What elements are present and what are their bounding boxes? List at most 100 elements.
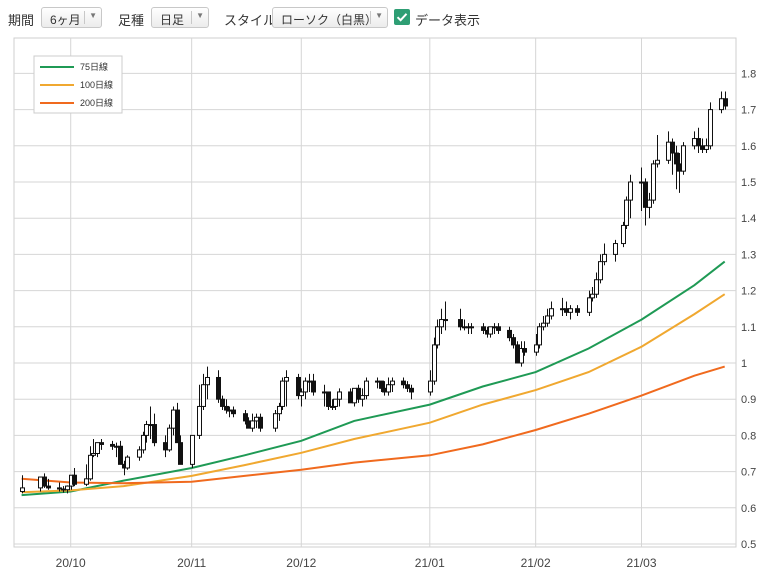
x-tick-label: 20/11	[177, 556, 206, 570]
candlestick	[401, 377, 406, 389]
candlestick	[110, 440, 115, 450]
candlestick	[409, 384, 414, 400]
candlestick	[220, 395, 225, 411]
candle-body-up	[655, 159, 660, 165]
candle-body-up	[284, 376, 289, 382]
candle-body-up	[613, 243, 618, 255]
candlestick	[541, 315, 546, 331]
candle-body-down	[379, 380, 384, 389]
candlestick	[723, 91, 728, 110]
candlestick	[277, 402, 282, 421]
candlestick	[337, 388, 342, 407]
candle-body-up	[352, 387, 357, 404]
candlestick	[364, 377, 369, 400]
candlestick	[118, 440, 123, 465]
candlestick	[57, 482, 62, 492]
candle-body-up	[84, 478, 89, 485]
candlestick	[299, 388, 304, 407]
candle-body-up	[488, 326, 493, 335]
candlestick	[125, 455, 130, 470]
candle-body-down	[61, 488, 66, 491]
candle-body-up	[277, 405, 282, 415]
candlestick	[681, 142, 686, 175]
candle-body-up	[666, 141, 671, 161]
candle-body-down	[118, 445, 123, 465]
period-select[interactable]: 6ヶ月 ▼	[41, 7, 102, 28]
candlestick	[537, 323, 542, 349]
candle-body-up	[88, 454, 93, 480]
y-tick-label: 0.5	[741, 539, 756, 551]
candle-body-up	[280, 380, 285, 407]
candle-body-up	[587, 297, 592, 313]
candle-body-down	[296, 376, 301, 397]
candle-body-down	[496, 326, 501, 331]
candle-body-up	[647, 199, 652, 208]
style-select[interactable]: ローソク（白黒） ▼	[272, 7, 388, 28]
candlestick	[20, 475, 25, 494]
candlestick	[432, 337, 437, 385]
y-tick-label: 1.5	[741, 177, 756, 189]
foot-select[interactable]: 日足 ▼	[151, 7, 209, 28]
style-label: スタイル	[224, 13, 277, 28]
candle-body-up	[201, 384, 206, 407]
candlestick	[386, 377, 391, 396]
foot-label: 足種	[118, 13, 145, 28]
candle-body-down	[511, 337, 516, 346]
candle-body-up	[114, 445, 119, 448]
candlestick	[545, 308, 550, 327]
candlestick	[515, 341, 520, 364]
candlestick	[519, 341, 524, 367]
chevron-down-icon: ▼	[375, 11, 383, 20]
candle-body-up	[299, 391, 304, 397]
candle-body-up	[360, 395, 365, 400]
candle-body-down	[220, 398, 225, 407]
candlestick	[178, 435, 183, 465]
candle-body-up	[594, 279, 599, 295]
candle-body-down	[382, 387, 387, 393]
candle-body-down	[72, 474, 77, 485]
candle-body-up	[492, 326, 497, 329]
candle-body-down	[696, 138, 701, 147]
x-tick-label: 20/12	[286, 556, 316, 570]
period-select-value: 6ヶ月	[50, 13, 81, 27]
x-tick-label: 20/10	[56, 556, 86, 570]
candle-body-down	[216, 376, 221, 400]
candlestick	[190, 434, 195, 468]
candle-body-down	[178, 442, 183, 465]
candle-body-up	[390, 380, 395, 386]
candle-body-up	[621, 224, 626, 245]
candle-body-up	[462, 326, 467, 329]
series-line	[21, 260, 726, 497]
candlestick	[496, 323, 501, 335]
candlesticks	[20, 91, 728, 494]
candle-body-up	[197, 405, 202, 436]
select-divider	[370, 11, 371, 24]
y-tick-label: 0.6	[741, 503, 756, 515]
candle-body-up	[148, 424, 153, 427]
y-tick-label: 1.6	[741, 141, 756, 153]
candlestick	[46, 478, 51, 490]
candle-body-down	[522, 348, 527, 353]
candle-body-up	[171, 409, 176, 429]
candle-body-down	[57, 487, 62, 490]
candlestick	[708, 102, 713, 150]
candle-body-up	[534, 344, 539, 353]
y-tick-label: 0.9	[741, 394, 756, 406]
candlestick	[428, 370, 433, 396]
candlestick	[273, 410, 278, 432]
candlestick	[356, 384, 361, 403]
candlestick	[42, 473, 47, 488]
candlestick	[507, 326, 512, 342]
data-display-checkbox[interactable]	[394, 9, 410, 25]
candlestick	[628, 174, 633, 219]
x-tick-label: 21/03	[626, 556, 656, 570]
candlestick	[280, 377, 285, 411]
candlestick	[549, 301, 554, 320]
candle-body-down	[175, 409, 180, 444]
candlestick	[216, 370, 221, 403]
candlestick	[303, 377, 308, 400]
legend-label: 200日線	[80, 97, 113, 108]
candlestick	[205, 366, 210, 400]
candlestick	[326, 391, 331, 411]
